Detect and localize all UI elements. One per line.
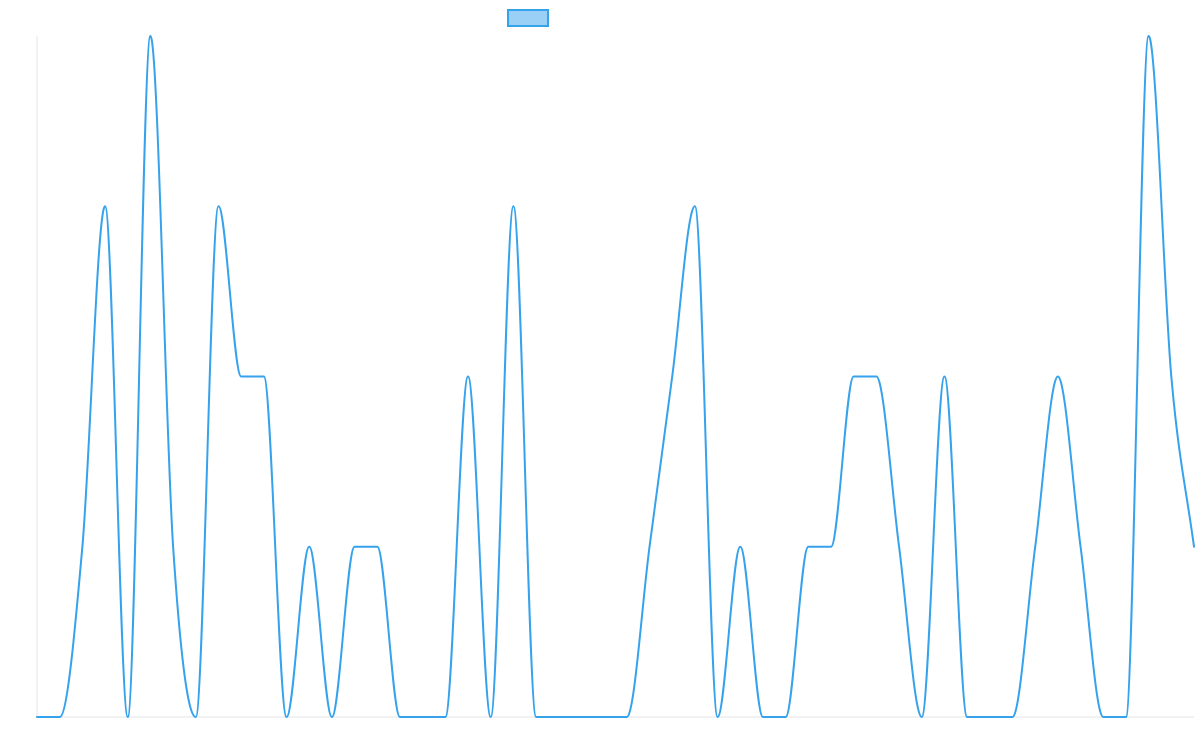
data-point[interactable] <box>34 714 40 720</box>
data-point[interactable] <box>692 203 698 209</box>
data-point[interactable] <box>352 544 358 550</box>
data-point[interactable] <box>261 374 267 380</box>
data-point[interactable] <box>147 33 153 39</box>
data-point[interactable] <box>760 714 766 720</box>
data-point[interactable] <box>57 714 63 720</box>
data-point[interactable] <box>805 544 811 550</box>
data-point[interactable] <box>442 714 448 720</box>
data-point[interactable] <box>1146 33 1152 39</box>
data-point[interactable] <box>1168 374 1174 380</box>
data-point[interactable] <box>510 203 516 209</box>
data-point[interactable] <box>737 544 743 550</box>
data-point[interactable] <box>941 374 947 380</box>
data-point[interactable] <box>1010 714 1016 720</box>
data-point[interactable] <box>1100 714 1106 720</box>
data-point[interactable] <box>783 714 789 720</box>
data-point[interactable] <box>851 374 857 380</box>
data-point[interactable] <box>193 714 199 720</box>
point-layer <box>34 33 1197 720</box>
data-point[interactable] <box>125 714 131 720</box>
data-point[interactable] <box>1078 544 1084 550</box>
data-point[interactable] <box>533 714 539 720</box>
data-point[interactable] <box>1055 374 1061 380</box>
data-point[interactable] <box>873 374 879 380</box>
legend[interactable] <box>507 9 549 27</box>
data-point[interactable] <box>669 374 675 380</box>
data-point[interactable] <box>964 714 970 720</box>
data-point[interactable] <box>215 203 221 209</box>
series-layer <box>36 35 1195 719</box>
data-point[interactable] <box>578 714 584 720</box>
data-point[interactable] <box>919 714 925 720</box>
data-point[interactable] <box>170 544 176 550</box>
data-point[interactable] <box>1123 714 1129 720</box>
data-point[interactable] <box>896 544 902 550</box>
data-point[interactable] <box>79 544 85 550</box>
data-point[interactable] <box>374 544 380 550</box>
data-point[interactable] <box>329 714 335 720</box>
legend-swatch[interactable] <box>507 9 549 27</box>
data-point[interactable] <box>1191 544 1197 550</box>
data-point[interactable] <box>420 714 426 720</box>
data-point[interactable] <box>647 544 653 550</box>
data-point[interactable] <box>397 714 403 720</box>
data-point[interactable] <box>601 714 607 720</box>
data-point[interactable] <box>624 714 630 720</box>
data-point[interactable] <box>987 714 993 720</box>
series-line-0 <box>36 35 1195 719</box>
data-point[interactable] <box>488 714 494 720</box>
data-point[interactable] <box>465 374 471 380</box>
data-point[interactable] <box>306 544 312 550</box>
data-point[interactable] <box>102 203 108 209</box>
data-point[interactable] <box>715 714 721 720</box>
data-point[interactable] <box>556 714 562 720</box>
data-point[interactable] <box>828 544 834 550</box>
data-point[interactable] <box>284 714 290 720</box>
data-point[interactable] <box>238 374 244 380</box>
data-point[interactable] <box>1032 544 1038 550</box>
